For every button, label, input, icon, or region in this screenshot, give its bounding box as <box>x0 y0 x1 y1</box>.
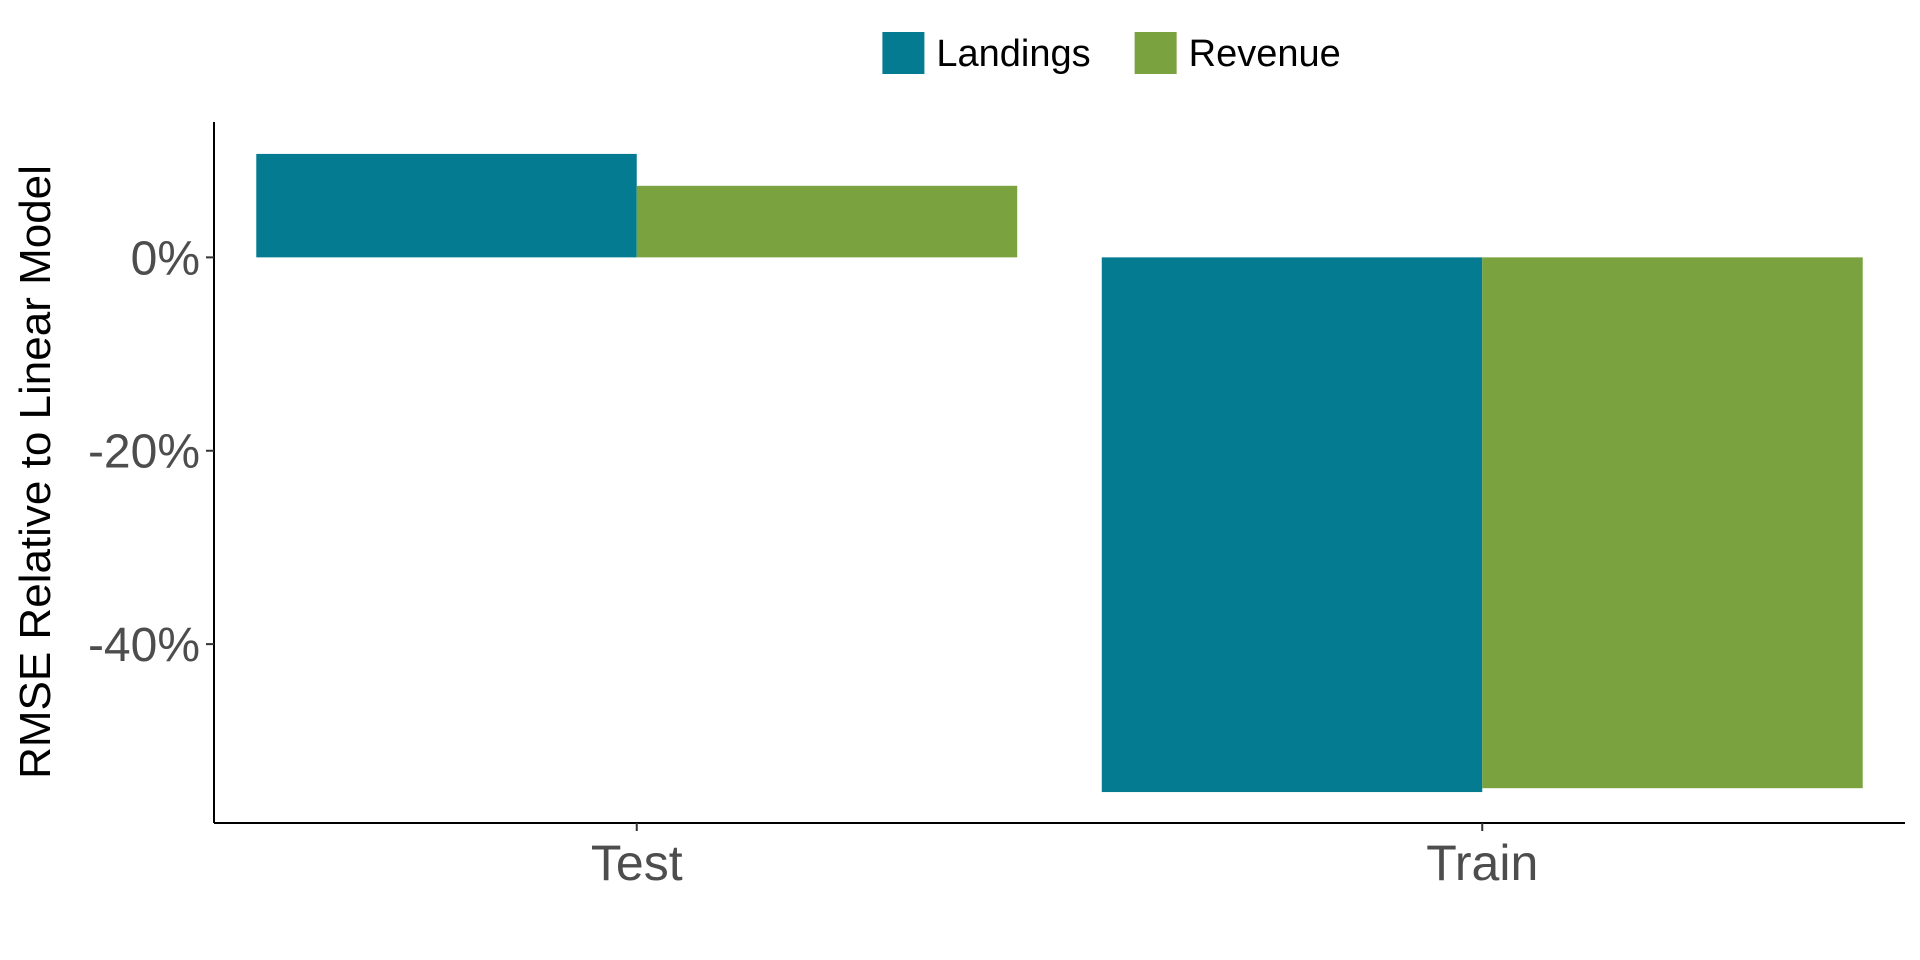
bar-test-landings <box>256 153 637 258</box>
legend-key-revenue <box>1134 32 1177 74</box>
bars <box>256 153 1863 793</box>
y-tick-label: -40% <box>88 619 200 672</box>
bar-test-revenue <box>636 185 1018 258</box>
legend-label-revenue: Revenue <box>1189 33 1341 75</box>
y-tick-label: 0% <box>131 232 200 285</box>
x-tick-label-train: Train <box>1426 835 1538 891</box>
legend-key-landings <box>882 32 925 74</box>
x-ticks: Test Train <box>591 823 1538 891</box>
y-ticks: 0% -20% -40% <box>88 232 214 672</box>
bar-train-landings <box>1101 257 1483 793</box>
legend: Landings Revenue <box>882 32 1341 75</box>
y-axis-title: RMSE Relative to Linear Model <box>11 165 60 779</box>
axes <box>213 122 1905 824</box>
bar-train-revenue <box>1482 257 1863 789</box>
y-tick-label: -20% <box>88 426 200 479</box>
x-tick-label-test: Test <box>591 835 683 891</box>
legend-label-landings: Landings <box>936 33 1090 75</box>
